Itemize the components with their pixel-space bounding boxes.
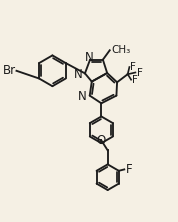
Text: N: N (74, 68, 83, 81)
Text: F: F (130, 61, 136, 71)
Text: N: N (85, 51, 94, 64)
Text: F: F (132, 75, 138, 85)
Text: F: F (137, 67, 143, 77)
Text: N: N (78, 90, 86, 103)
Text: O: O (96, 134, 105, 147)
Text: Br: Br (2, 64, 16, 77)
Text: CH₃: CH₃ (111, 45, 131, 55)
Text: F: F (126, 163, 133, 176)
